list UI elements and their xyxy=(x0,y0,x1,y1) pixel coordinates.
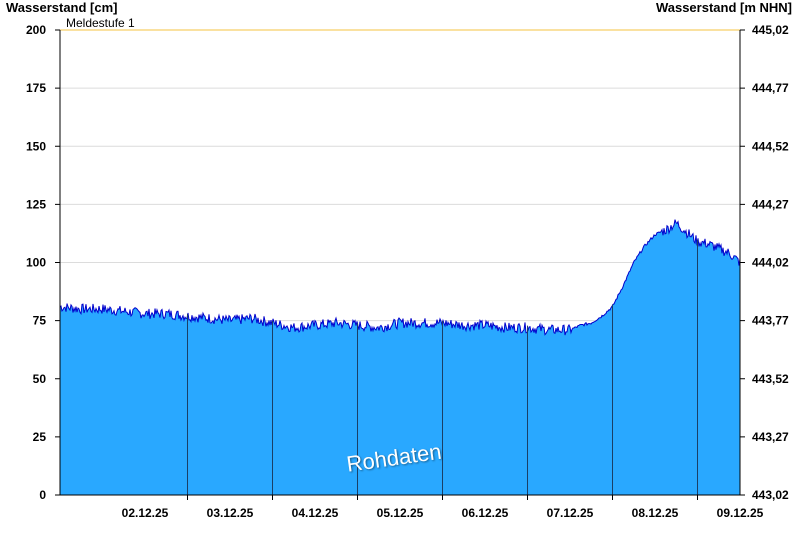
y-tick-label-right: 444,52 xyxy=(752,139,789,153)
y-tick-label-right: 443,77 xyxy=(752,314,789,328)
y-tick-label-left: 50 xyxy=(33,372,47,386)
y-tick-label-left: 25 xyxy=(33,430,47,444)
x-tick-label: 06.12.25 xyxy=(462,506,509,520)
x-tick-label: 05.12.25 xyxy=(377,506,424,520)
y-tick-label-right: 444,77 xyxy=(752,81,789,95)
y-tick-label-left: 0 xyxy=(39,488,46,502)
x-tick-label: 02.12.25 xyxy=(122,506,169,520)
y-tick-label-left: 100 xyxy=(26,256,46,270)
y-tick-label-right: 444,02 xyxy=(752,256,789,270)
y-tick-label-left: 200 xyxy=(26,23,46,37)
y-tick-label-right: 443,27 xyxy=(752,430,789,444)
threshold-label: Meldestufe 1 xyxy=(66,16,135,30)
y-tick-label-left: 175 xyxy=(26,81,46,95)
y-axis-left-title: Wasserstand [cm] xyxy=(6,0,118,15)
series-area xyxy=(59,219,741,495)
x-tick-label: 04.12.25 xyxy=(292,506,339,520)
x-tick-label: 07.12.25 xyxy=(547,506,594,520)
y-tick-label-left: 125 xyxy=(26,197,46,211)
y-ticks-right: 443,02 443,27 443,52 443,77 444,02 444,27 444,… xyxy=(740,23,789,502)
y-tick-label-left: 75 xyxy=(33,314,47,328)
series-line xyxy=(59,219,741,336)
x-tick-label: 08.12.25 xyxy=(632,506,679,520)
day-separators xyxy=(187,239,698,495)
y-tick-label-right: 443,52 xyxy=(752,372,789,386)
y-ticks-left: 0 25 50 75 100 125 150 175 200 xyxy=(26,23,60,502)
x-ticks: 02.12.25 03.12.25 04.12.25 05.12.25 06.12.25… xyxy=(122,495,764,520)
x-tick-label: 09.12.25 xyxy=(717,506,764,520)
threshold-line: Meldestufe 1 xyxy=(60,16,740,31)
y-axis-right-title: Wasserstand [m NHN] xyxy=(655,0,792,15)
series-area-fill xyxy=(60,219,740,495)
y-tick-label-right: 445,02 xyxy=(752,23,789,37)
y-tick-label-right: 443,02 xyxy=(752,488,789,502)
x-tick-label: 03.12.25 xyxy=(207,506,254,520)
y-tick-label-right: 444,27 xyxy=(752,197,789,211)
y-tick-label-left: 150 xyxy=(26,139,46,153)
